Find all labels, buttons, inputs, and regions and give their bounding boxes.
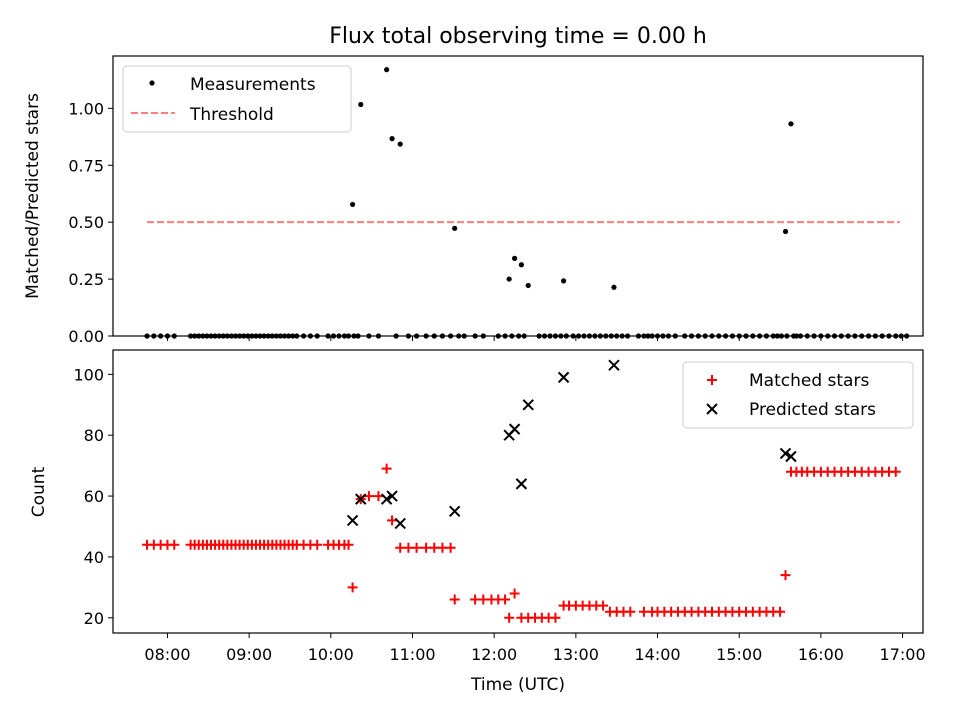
threshold-legend-label: Threshold: [189, 105, 274, 125]
predicted-star-point: [448, 505, 461, 517]
predicted-star-point: [355, 493, 367, 505]
top-axes-frame: [112, 55, 924, 337]
predicted-star-point: [346, 514, 359, 527]
predicted-stars-legend-marker: [706, 403, 718, 415]
matched-star-point: [381, 463, 392, 474]
measurement-point: [518, 262, 525, 268]
bottom-plot-area: 20 40 60 80 100 08:00 09:00 10:00 11:00 12:00 13:0…: [73, 359, 926, 664]
bottom-y-tick-label: 20: [84, 609, 104, 628]
x-axis-label: Time (UTC): [470, 675, 565, 695]
top-legend-box: [122, 65, 352, 133]
measurement-point: [506, 276, 512, 282]
measurement-point: [511, 255, 518, 261]
top-y-tick-label: 0.25: [68, 270, 104, 289]
predicted-star-point: [394, 517, 406, 530]
x-tick-label: 17:00: [880, 645, 926, 664]
bottom-y-tick-label: 40: [84, 548, 104, 567]
x-tick-label: 11:00: [389, 645, 435, 664]
top-legend: Measurements Threshold: [122, 65, 352, 133]
measurements-legend-marker: [149, 80, 155, 86]
matched-star-point: [625, 606, 636, 617]
matched-stars-legend-marker: [707, 375, 717, 385]
bottom-axes-frame: [112, 349, 924, 634]
top-y-tick-label: 0.00: [68, 327, 104, 346]
measurement-point: [782, 228, 789, 235]
predicted-star-point: [380, 493, 393, 505]
x-tick-label: 16:00: [798, 645, 844, 664]
matched-star-point: [890, 466, 901, 477]
bottom-y-tick-label: 60: [84, 487, 104, 506]
top-y-tick-label: 1.00: [68, 99, 104, 118]
measurement-point: [358, 101, 364, 108]
predicted-star-point: [508, 423, 521, 435]
matched-star-point: [312, 539, 323, 550]
top-y-axis-label: Matched/Predicted stars: [23, 93, 43, 299]
bottom-legend: Matched stars Predicted stars: [682, 361, 914, 429]
x-tick-label: 12:00: [471, 645, 517, 664]
matched-star-point: [780, 570, 791, 581]
matched-star-point: [343, 539, 354, 550]
predicted-star-point: [386, 490, 398, 502]
matched-star-point: [387, 515, 398, 526]
matched-star-point: [500, 594, 511, 605]
predicted-star-point: [557, 371, 570, 384]
x-tick-label: 14:00: [634, 645, 680, 664]
measurement-point: [561, 278, 567, 284]
matched-star-point: [411, 542, 422, 553]
measurement-point: [397, 141, 403, 147]
measurement-point: [349, 201, 356, 208]
matched-star-point: [347, 582, 358, 593]
measurement-point: [384, 67, 390, 73]
matched-star-point: [598, 600, 609, 611]
measurement-point: [611, 284, 617, 290]
measurement-point: [452, 225, 458, 231]
matched-star-point: [504, 612, 515, 623]
top-y-tick-label: 0.75: [68, 156, 104, 175]
measurement-point: [525, 282, 531, 289]
measurements-legend-label: Measurements: [190, 75, 316, 95]
x-tick-label: 10:00: [308, 645, 354, 664]
predicted-star-point: [515, 478, 528, 490]
x-tick-label: 08:00: [144, 645, 190, 664]
matched-star-point: [363, 491, 374, 502]
measurement-point: [389, 136, 395, 142]
bottom-y-tick-label: 80: [84, 426, 104, 445]
matched-star-point: [373, 491, 384, 502]
matched-star-point: [509, 588, 520, 599]
top-y-tick-label: 0.50: [68, 213, 104, 232]
matched-star-point: [445, 542, 456, 553]
measurement-point: [788, 121, 794, 127]
predicted-star-point: [522, 399, 534, 411]
matched-star-point: [550, 612, 561, 623]
predicted-star-point: [608, 359, 620, 371]
matched-star-point: [775, 606, 786, 617]
x-tick-label: 13:00: [553, 645, 599, 664]
matched-stars-legend-label: Matched stars: [749, 371, 869, 391]
bottom-legend-box: [682, 361, 914, 429]
matched-star-point: [169, 539, 180, 550]
predicted-stars-legend-label: Predicted stars: [749, 400, 876, 420]
x-tick-label: 09:00: [226, 645, 272, 664]
predicted-star-point: [779, 447, 792, 460]
predicted-star-point: [785, 450, 797, 463]
x-tick-label: 15:00: [716, 645, 762, 664]
bottom-y-tick-label: 100: [73, 365, 104, 384]
chart-title: Flux total observing time = 0.00 h: [329, 24, 707, 49]
bottom-y-axis-label: Count: [29, 466, 49, 517]
matched-star-point: [449, 594, 460, 605]
